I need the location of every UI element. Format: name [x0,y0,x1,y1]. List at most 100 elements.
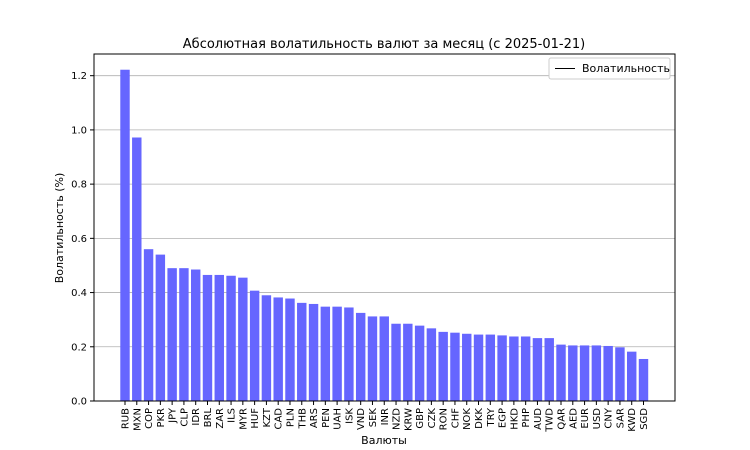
x-tick-label: EGP [498,408,509,428]
x-tick-label: RUB [121,408,132,429]
y-tick-label: 0.2 [71,342,87,353]
bar-thb [297,302,307,401]
bar-qar [556,344,566,401]
bar-clp [179,268,189,401]
x-tick-label: INR [380,408,391,425]
x-tick-label: CLP [179,408,190,427]
x-tick-label: MXN [132,408,143,431]
bar-cad [273,297,283,401]
y-tick-label: 1.2 [71,71,87,82]
x-tick-label: PEN [321,408,332,428]
x-tick-label: CNY [604,407,615,428]
bar-pkr [155,254,166,401]
bar-pen [320,306,331,401]
x-tick-label: PKR [156,408,167,428]
bar-brl [202,274,213,401]
bar-hkd [509,336,519,401]
bar-cny [603,345,613,401]
x-tick-label: ILS [227,408,238,423]
x-tick-label: CAD [274,408,285,430]
legend-box [548,57,671,80]
bar-uah [332,306,342,401]
bar-php [520,336,531,401]
y-axis-label: Волатильность (%) [53,173,66,284]
x-tick-label: SAR [615,408,626,428]
x-tick-label: COP [144,408,155,429]
bar-nzd [391,323,401,401]
x-tick-label: SGD [639,408,650,430]
x-tick-label: TWD [545,408,556,433]
legend: Волатильность [548,57,671,80]
y-tick-label: 0.6 [71,234,87,245]
x-tick-label: THB [297,408,308,430]
bar-egp [497,335,507,401]
x-tick-label: GBP [415,408,426,429]
bar-ils [226,275,236,401]
bar-zar [214,274,224,401]
x-tick-label: PHP [521,408,532,428]
bar-mxn [132,137,142,401]
x-tick-label: NOK [462,408,473,430]
bar-kwd [627,351,637,401]
x-axis-ticks: RUB MXN COP PKR JPY CLP IDR BRL ZAR ILS MYR HUF KZT C… [121,401,650,433]
x-tick-label: MYR [238,408,249,430]
x-tick-label: AED [568,408,579,429]
x-tick-label: JPY [168,407,179,424]
x-tick-label: USD [592,408,603,430]
x-tick-label: IDR [191,408,202,426]
x-tick-label: ZAR [215,408,226,429]
bars-group [120,69,649,401]
bar-czk [426,328,437,401]
x-tick-label: ISK [344,408,355,424]
y-tick-label: 0.8 [71,180,87,191]
x-tick-label: BRL [203,408,214,428]
bar-ron [438,331,448,401]
bar-isk [344,307,354,401]
x-tick-label: NZD [392,408,403,430]
y-tick-label: 0.4 [71,288,87,299]
bar-dkk [473,334,484,401]
x-tick-label: AUD [533,408,544,430]
bar-ars [308,303,319,401]
bar-huf [249,290,260,401]
bar-sek [367,316,378,401]
bar-rub [120,69,130,401]
bar-twd [544,338,554,401]
bar-aed [568,345,578,401]
bar-usd [591,345,602,401]
bar-aud [532,338,543,401]
bar-nok [462,333,472,401]
x-tick-label: QAR [557,408,568,430]
bar-kzt [261,295,272,401]
x-tick-label: KZT [262,407,273,427]
x-tick-label: KRW [403,408,414,431]
bar-cop [143,249,154,401]
bar-vnd [355,312,366,401]
bar-myr [238,277,248,401]
bar-idr [190,269,201,401]
bar-sgd [638,358,649,401]
bar-krw [403,323,413,401]
x-tick-label: HUF [250,408,261,429]
legend-entry: Волатильность [582,62,670,75]
x-tick-label: SEK [368,408,379,428]
x-tick-label: RON [439,408,450,430]
bar-inr [379,316,389,401]
y-axis-ticks: 0.0 0.2 0.4 0.6 0.8 1.0 1.2 [71,71,94,408]
bar-jpy [167,268,177,401]
bar-try [485,334,496,401]
chart-title: Абсолютная волатильность валют за месяц … [183,37,585,52]
bar-sar [615,347,625,401]
x-tick-label: TRY [486,407,497,427]
x-tick-label: UAH [333,408,344,430]
x-axis-label: Валюты [361,434,407,447]
bar-chf [450,332,460,401]
x-tick-label: PLN [285,408,296,427]
x-tick-label: CZK [427,408,438,429]
y-tick-label: 0.0 [71,397,87,408]
grid-lines [94,75,675,402]
bar-eur [579,345,590,401]
x-tick-label: EUR [580,408,591,429]
x-tick-label: HKD [509,408,520,430]
x-tick-label: KWD [627,408,638,432]
